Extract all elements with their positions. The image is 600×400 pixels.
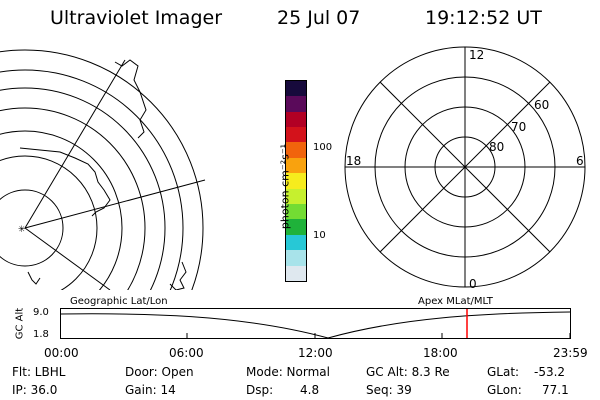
mlt-label-top: 12 <box>469 48 484 62</box>
timeline-right-title: Apex MLat/MLT <box>418 296 493 307</box>
meridian-line <box>24 227 111 290</box>
timeline-left-title: Geographic Lat/Lon <box>70 296 168 307</box>
mlt-label-bottom: 0 <box>469 277 477 290</box>
latitude-ring <box>0 107 146 290</box>
colorbar <box>285 80 307 282</box>
timeline-xtick-1800: 18:00 <box>423 346 458 360</box>
colorbar-swatch <box>286 204 306 220</box>
timeline-ylabel: GC Alt <box>14 307 26 340</box>
timeline-plot <box>60 308 571 339</box>
colorbar-tick-100: 100 <box>313 142 333 153</box>
timeline-xtick-0600: 06:00 <box>169 346 204 360</box>
colorbar-swatch <box>286 188 306 205</box>
latitude-ring <box>0 49 204 290</box>
geographic-map-panel: ✳ <box>0 49 206 290</box>
colorbar-swatch <box>286 250 306 266</box>
coastline <box>19 147 111 217</box>
app-title: Ultraviolet Imager <box>50 7 223 29</box>
coastline <box>27 271 41 285</box>
latitude-ring <box>0 69 184 290</box>
colorbar-unit-label: photon cm⁻²s⁻¹ <box>278 143 292 230</box>
status-glon-label: GLon: <box>487 383 522 397</box>
lat-label-70: 70 <box>511 120 526 134</box>
pole-marker: ✳ <box>18 225 26 235</box>
time-label: 19:12:52 UT <box>425 7 542 29</box>
colorbar-swatch <box>286 80 306 97</box>
meridian-line <box>24 179 206 229</box>
status-ip: IP: 36.0 <box>12 383 58 397</box>
colorbar-swatch <box>286 219 306 235</box>
colorbar-swatch <box>286 127 306 143</box>
status-gc-alt: GC Alt: 8.3 Re <box>366 365 450 379</box>
status-gain: Gain: 14 <box>125 383 176 397</box>
status-glat-value: -53.2 <box>534 365 566 379</box>
timeline-xtick-0000: 00:00 <box>44 346 79 360</box>
status-mode: Mode: Normal <box>246 365 330 379</box>
colorbar-swatch <box>286 142 306 158</box>
status-flt: Flt: LBHL <box>12 365 66 379</box>
mlt-label-left: 18 <box>346 154 361 168</box>
status-dsp-label: Dsp: <box>246 383 274 397</box>
latitude-ring <box>0 189 64 267</box>
timeline-ytick-bottom: 1.8 <box>33 329 49 340</box>
colorbar-tick-10: 10 <box>313 230 326 241</box>
timeline-frame <box>60 308 571 339</box>
meridian-line <box>24 59 126 229</box>
mlt-label-right: 6 <box>576 154 584 168</box>
polar-diagonal <box>379 81 551 253</box>
colorbar-swatch <box>286 111 306 128</box>
timeline-xtick-1200: 12:00 <box>298 346 333 360</box>
date-label: 25 Jul 07 <box>277 7 361 29</box>
altitude-curve <box>60 311 571 339</box>
timeline-ytick-top: 9.0 <box>33 307 49 318</box>
lat-label-80: 80 <box>489 140 504 154</box>
lat-label-60: 60 <box>534 98 549 112</box>
coastline <box>169 261 187 290</box>
status-door: Door: Open <box>125 365 194 379</box>
colorbar-swatch <box>286 265 306 281</box>
polar-mlt-plot: 12 18 6 0 60 70 80 <box>344 46 586 290</box>
latitude-ring <box>0 87 166 290</box>
status-glon-value: 77.1 <box>542 383 569 397</box>
status-dsp-value: 4.8 <box>300 383 320 397</box>
colorbar-swatch <box>286 96 306 112</box>
timeline-xtick-2359: 23:59 <box>553 346 588 360</box>
colorbar-swatch <box>286 234 306 251</box>
latitude-ring <box>0 155 98 290</box>
status-glat-label: GLat: <box>487 365 520 379</box>
status-seq: Seq: 39 <box>366 383 412 397</box>
coastline <box>114 59 147 139</box>
colorbar-swatch <box>286 157 306 174</box>
colorbar-swatch <box>286 173 306 189</box>
latitude-ring <box>0 130 123 290</box>
